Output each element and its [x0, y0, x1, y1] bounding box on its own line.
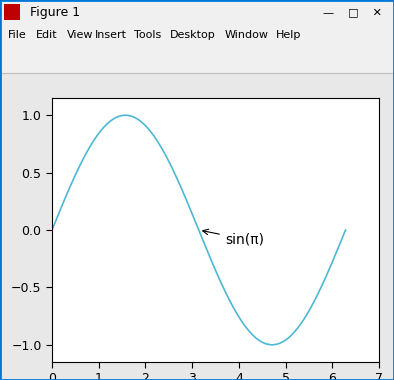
Text: Tools: Tools	[134, 30, 161, 40]
Text: Desktop: Desktop	[169, 30, 215, 40]
Text: —    □    ✕: — □ ✕	[323, 8, 382, 17]
Text: sin(π): sin(π)	[203, 229, 264, 246]
Text: Insert: Insert	[95, 30, 126, 40]
Text: File: File	[8, 30, 27, 40]
Text: Window: Window	[225, 30, 269, 40]
Text: Figure 1: Figure 1	[30, 6, 80, 19]
Text: View: View	[67, 30, 93, 40]
Text: Edit: Edit	[35, 30, 57, 40]
Text: Help: Help	[276, 30, 301, 40]
